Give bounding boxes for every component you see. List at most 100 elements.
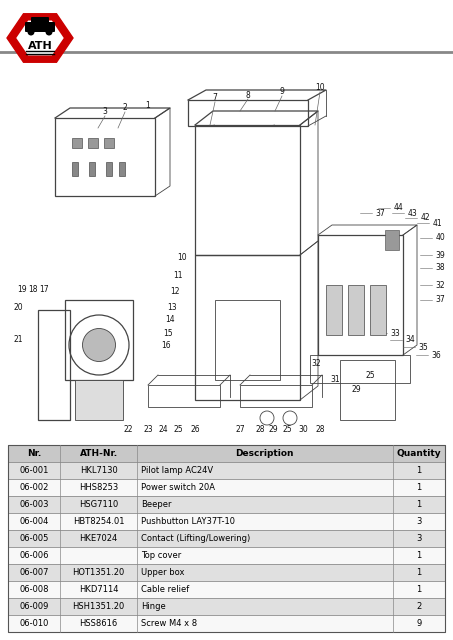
Bar (106, 162, 112, 176)
Text: 06-007: 06-007 (19, 568, 49, 577)
Text: 14: 14 (165, 316, 175, 324)
Text: 3: 3 (416, 517, 421, 526)
Text: Upper box: Upper box (141, 568, 184, 577)
Text: 25: 25 (365, 371, 375, 380)
Text: 06-009: 06-009 (19, 602, 49, 611)
Bar (348, 285, 364, 335)
Bar (8, 547, 445, 564)
Bar (8, 530, 445, 547)
Bar (65, 300, 133, 380)
Text: 31: 31 (330, 376, 340, 385)
Bar (8, 462, 445, 479)
Bar (8, 496, 445, 513)
Text: 10: 10 (315, 83, 325, 93)
Text: HOT1351.20: HOT1351.20 (72, 568, 125, 577)
Bar (148, 385, 220, 407)
Circle shape (28, 29, 34, 35)
Text: HHS8253: HHS8253 (79, 483, 118, 492)
Text: Cable relief: Cable relief (141, 585, 189, 594)
Text: 43: 43 (407, 209, 417, 218)
Text: 18: 18 (28, 285, 38, 294)
Text: HKL7130: HKL7130 (80, 466, 117, 475)
Text: HKD7114: HKD7114 (79, 585, 118, 594)
Bar (188, 100, 308, 126)
Text: 23: 23 (143, 426, 153, 435)
Text: Pushbutton LAY37T-10: Pushbutton LAY37T-10 (141, 517, 235, 526)
Bar (119, 162, 125, 176)
Bar (8, 445, 445, 632)
Text: 06-004: 06-004 (19, 517, 49, 526)
Bar (195, 255, 300, 400)
Text: ATH: ATH (28, 41, 53, 51)
Bar (318, 235, 403, 355)
Bar (104, 138, 114, 148)
Text: HSG7110: HSG7110 (79, 500, 118, 509)
Bar (8, 513, 445, 530)
Text: 29: 29 (351, 385, 361, 394)
Bar (55, 118, 155, 196)
Bar (72, 162, 78, 176)
Text: 35: 35 (418, 342, 428, 351)
Bar (72, 138, 82, 148)
Text: 11: 11 (173, 271, 183, 280)
Bar (215, 300, 280, 380)
Text: 9: 9 (416, 619, 421, 628)
Bar (340, 360, 395, 420)
Text: 2: 2 (123, 104, 127, 113)
Text: HSS8616: HSS8616 (80, 619, 118, 628)
Text: 19: 19 (17, 285, 27, 294)
Text: 1: 1 (416, 568, 421, 577)
Text: 06-003: 06-003 (19, 500, 49, 509)
Text: 42: 42 (420, 214, 430, 223)
Bar (8, 564, 445, 581)
Text: 33: 33 (390, 328, 400, 337)
Text: 40: 40 (435, 234, 445, 243)
Polygon shape (7, 13, 73, 62)
Text: 38: 38 (435, 264, 445, 273)
Text: 1: 1 (416, 500, 421, 509)
Text: HBT8254.01: HBT8254.01 (73, 517, 125, 526)
Text: Description: Description (236, 449, 294, 458)
FancyBboxPatch shape (31, 17, 49, 25)
Text: Top cover: Top cover (141, 551, 181, 560)
Text: Contact (Lifting/Lowering): Contact (Lifting/Lowering) (141, 534, 250, 543)
Text: 34: 34 (405, 335, 415, 344)
Text: 7: 7 (212, 93, 217, 102)
Text: 44: 44 (393, 204, 403, 212)
Text: 13: 13 (167, 303, 177, 312)
Text: Power switch 20A: Power switch 20A (141, 483, 215, 492)
Bar (8, 598, 445, 615)
Text: 16: 16 (161, 340, 171, 349)
Text: 27: 27 (235, 426, 245, 435)
Text: 06-005: 06-005 (19, 534, 49, 543)
Bar (195, 125, 300, 255)
Text: 25: 25 (282, 426, 292, 435)
Circle shape (45, 29, 53, 35)
Text: 36: 36 (431, 351, 441, 360)
Text: 39: 39 (435, 250, 445, 259)
Text: 3: 3 (416, 534, 421, 543)
Bar (89, 162, 95, 176)
Text: HSH1351.20: HSH1351.20 (72, 602, 125, 611)
Bar (370, 285, 386, 335)
Text: 9: 9 (280, 88, 284, 97)
Bar (310, 355, 410, 383)
Text: 1: 1 (416, 585, 421, 594)
FancyBboxPatch shape (25, 22, 55, 32)
Bar (326, 285, 342, 335)
Text: ATH-Nr.: ATH-Nr. (80, 449, 118, 458)
Text: Beeper: Beeper (141, 500, 171, 509)
Text: 30: 30 (298, 426, 308, 435)
Text: 37: 37 (375, 209, 385, 218)
Circle shape (82, 328, 116, 362)
Bar (38, 310, 70, 420)
Bar (385, 230, 399, 250)
Bar (8, 445, 445, 462)
Text: Hinge: Hinge (141, 602, 166, 611)
Text: HKE7024: HKE7024 (80, 534, 118, 543)
Text: 22: 22 (123, 426, 133, 435)
Text: 32: 32 (311, 358, 321, 367)
Polygon shape (16, 20, 64, 56)
Bar (75, 380, 123, 420)
Text: 29: 29 (268, 426, 278, 435)
